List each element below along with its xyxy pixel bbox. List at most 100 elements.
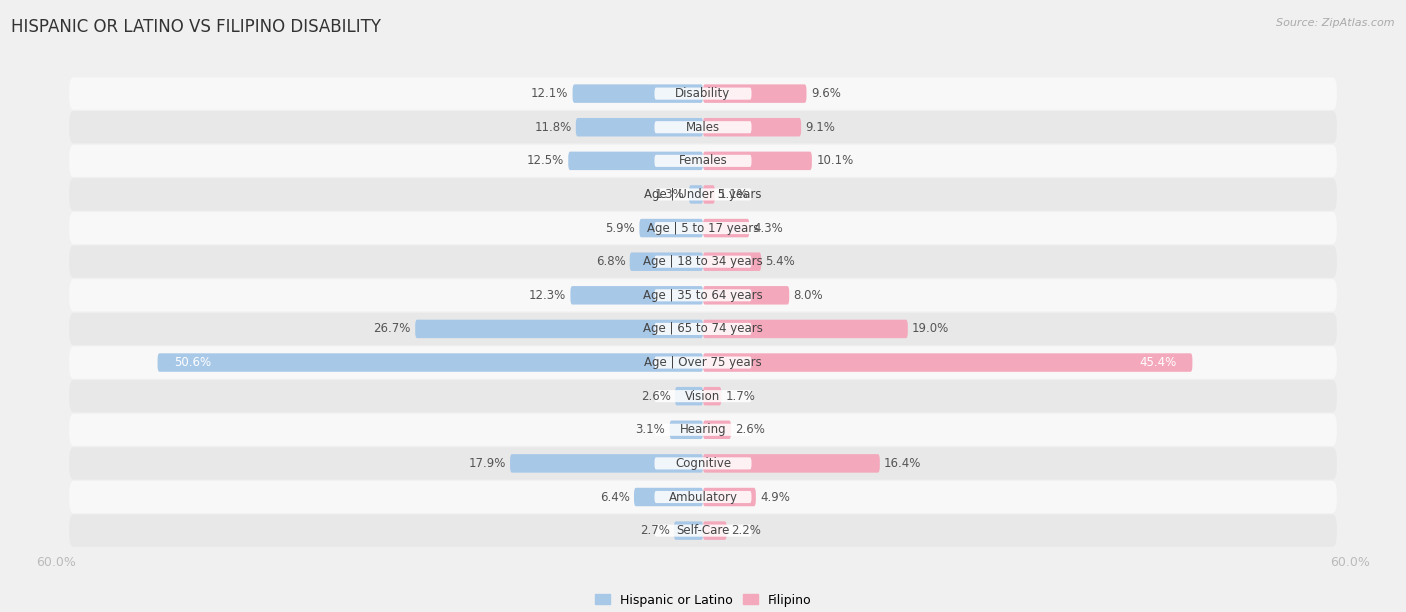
Text: 2.7%: 2.7% — [640, 524, 669, 537]
FancyBboxPatch shape — [703, 185, 714, 204]
FancyBboxPatch shape — [654, 390, 752, 402]
FancyBboxPatch shape — [571, 286, 703, 305]
FancyBboxPatch shape — [703, 319, 908, 338]
FancyBboxPatch shape — [69, 515, 1337, 547]
FancyBboxPatch shape — [703, 454, 880, 472]
FancyBboxPatch shape — [703, 488, 756, 506]
FancyBboxPatch shape — [654, 357, 752, 368]
Text: 19.0%: 19.0% — [912, 323, 949, 335]
Text: Age | 65 to 74 years: Age | 65 to 74 years — [643, 323, 763, 335]
Text: 4.9%: 4.9% — [761, 490, 790, 504]
FancyBboxPatch shape — [640, 219, 703, 237]
Text: Disability: Disability — [675, 87, 731, 100]
FancyBboxPatch shape — [630, 253, 703, 271]
FancyBboxPatch shape — [69, 144, 1337, 177]
Text: 10.1%: 10.1% — [815, 154, 853, 167]
FancyBboxPatch shape — [69, 245, 1337, 278]
Text: Source: ZipAtlas.com: Source: ZipAtlas.com — [1277, 18, 1395, 28]
FancyBboxPatch shape — [69, 380, 1337, 412]
Text: 9.1%: 9.1% — [806, 121, 835, 134]
Text: Hearing: Hearing — [679, 424, 727, 436]
FancyBboxPatch shape — [69, 279, 1337, 312]
FancyBboxPatch shape — [654, 155, 752, 167]
Text: 16.4%: 16.4% — [884, 457, 921, 470]
Text: 12.1%: 12.1% — [531, 87, 568, 100]
Text: 26.7%: 26.7% — [374, 323, 411, 335]
FancyBboxPatch shape — [69, 414, 1337, 446]
FancyBboxPatch shape — [69, 313, 1337, 345]
Text: Self-Care: Self-Care — [676, 524, 730, 537]
Text: Ambulatory: Ambulatory — [668, 490, 738, 504]
FancyBboxPatch shape — [703, 152, 811, 170]
Text: Vision: Vision — [685, 390, 721, 403]
Text: 6.8%: 6.8% — [596, 255, 626, 268]
Text: 12.3%: 12.3% — [529, 289, 567, 302]
FancyBboxPatch shape — [69, 212, 1337, 244]
Text: 6.4%: 6.4% — [600, 490, 630, 504]
FancyBboxPatch shape — [703, 420, 731, 439]
Text: 17.9%: 17.9% — [468, 457, 506, 470]
FancyBboxPatch shape — [654, 289, 752, 301]
Text: 1.7%: 1.7% — [725, 390, 755, 403]
FancyBboxPatch shape — [157, 353, 703, 372]
FancyBboxPatch shape — [654, 222, 752, 234]
FancyBboxPatch shape — [69, 178, 1337, 211]
Text: Cognitive: Cognitive — [675, 457, 731, 470]
FancyBboxPatch shape — [654, 524, 752, 537]
FancyBboxPatch shape — [510, 454, 703, 472]
FancyBboxPatch shape — [568, 152, 703, 170]
FancyBboxPatch shape — [654, 424, 752, 436]
Text: 8.0%: 8.0% — [793, 289, 823, 302]
FancyBboxPatch shape — [703, 286, 789, 305]
Text: Age | 5 to 17 years: Age | 5 to 17 years — [647, 222, 759, 234]
Text: Males: Males — [686, 121, 720, 134]
FancyBboxPatch shape — [69, 78, 1337, 110]
Text: 5.4%: 5.4% — [765, 255, 796, 268]
Text: 3.1%: 3.1% — [636, 424, 665, 436]
FancyBboxPatch shape — [654, 88, 752, 100]
FancyBboxPatch shape — [703, 353, 1192, 372]
Text: HISPANIC OR LATINO VS FILIPINO DISABILITY: HISPANIC OR LATINO VS FILIPINO DISABILIT… — [11, 18, 381, 36]
Text: 45.4%: 45.4% — [1139, 356, 1177, 369]
Text: Age | Over 75 years: Age | Over 75 years — [644, 356, 762, 369]
FancyBboxPatch shape — [654, 121, 752, 133]
Text: Age | Under 5 years: Age | Under 5 years — [644, 188, 762, 201]
FancyBboxPatch shape — [654, 457, 752, 469]
Text: Age | 35 to 64 years: Age | 35 to 64 years — [643, 289, 763, 302]
FancyBboxPatch shape — [654, 256, 752, 267]
Text: 11.8%: 11.8% — [534, 121, 571, 134]
FancyBboxPatch shape — [69, 346, 1337, 379]
Text: 4.3%: 4.3% — [754, 222, 783, 234]
FancyBboxPatch shape — [703, 387, 721, 405]
FancyBboxPatch shape — [689, 185, 703, 204]
FancyBboxPatch shape — [703, 253, 761, 271]
FancyBboxPatch shape — [415, 319, 703, 338]
Text: Age | 18 to 34 years: Age | 18 to 34 years — [643, 255, 763, 268]
FancyBboxPatch shape — [703, 84, 807, 103]
Text: 1.1%: 1.1% — [720, 188, 749, 201]
FancyBboxPatch shape — [654, 323, 752, 335]
Text: 50.6%: 50.6% — [174, 356, 211, 369]
FancyBboxPatch shape — [69, 481, 1337, 513]
FancyBboxPatch shape — [703, 219, 749, 237]
Text: Females: Females — [679, 154, 727, 167]
FancyBboxPatch shape — [654, 188, 752, 201]
FancyBboxPatch shape — [69, 447, 1337, 480]
Text: 2.2%: 2.2% — [731, 524, 761, 537]
FancyBboxPatch shape — [675, 387, 703, 405]
Text: 1.3%: 1.3% — [655, 188, 685, 201]
FancyBboxPatch shape — [703, 118, 801, 136]
Text: 9.6%: 9.6% — [811, 87, 841, 100]
FancyBboxPatch shape — [634, 488, 703, 506]
FancyBboxPatch shape — [703, 521, 727, 540]
Text: 5.9%: 5.9% — [606, 222, 636, 234]
FancyBboxPatch shape — [673, 521, 703, 540]
Legend: Hispanic or Latino, Filipino: Hispanic or Latino, Filipino — [595, 594, 811, 606]
FancyBboxPatch shape — [654, 491, 752, 503]
Text: 2.6%: 2.6% — [641, 390, 671, 403]
FancyBboxPatch shape — [69, 111, 1337, 143]
FancyBboxPatch shape — [576, 118, 703, 136]
FancyBboxPatch shape — [572, 84, 703, 103]
FancyBboxPatch shape — [669, 420, 703, 439]
Text: 2.6%: 2.6% — [735, 424, 765, 436]
